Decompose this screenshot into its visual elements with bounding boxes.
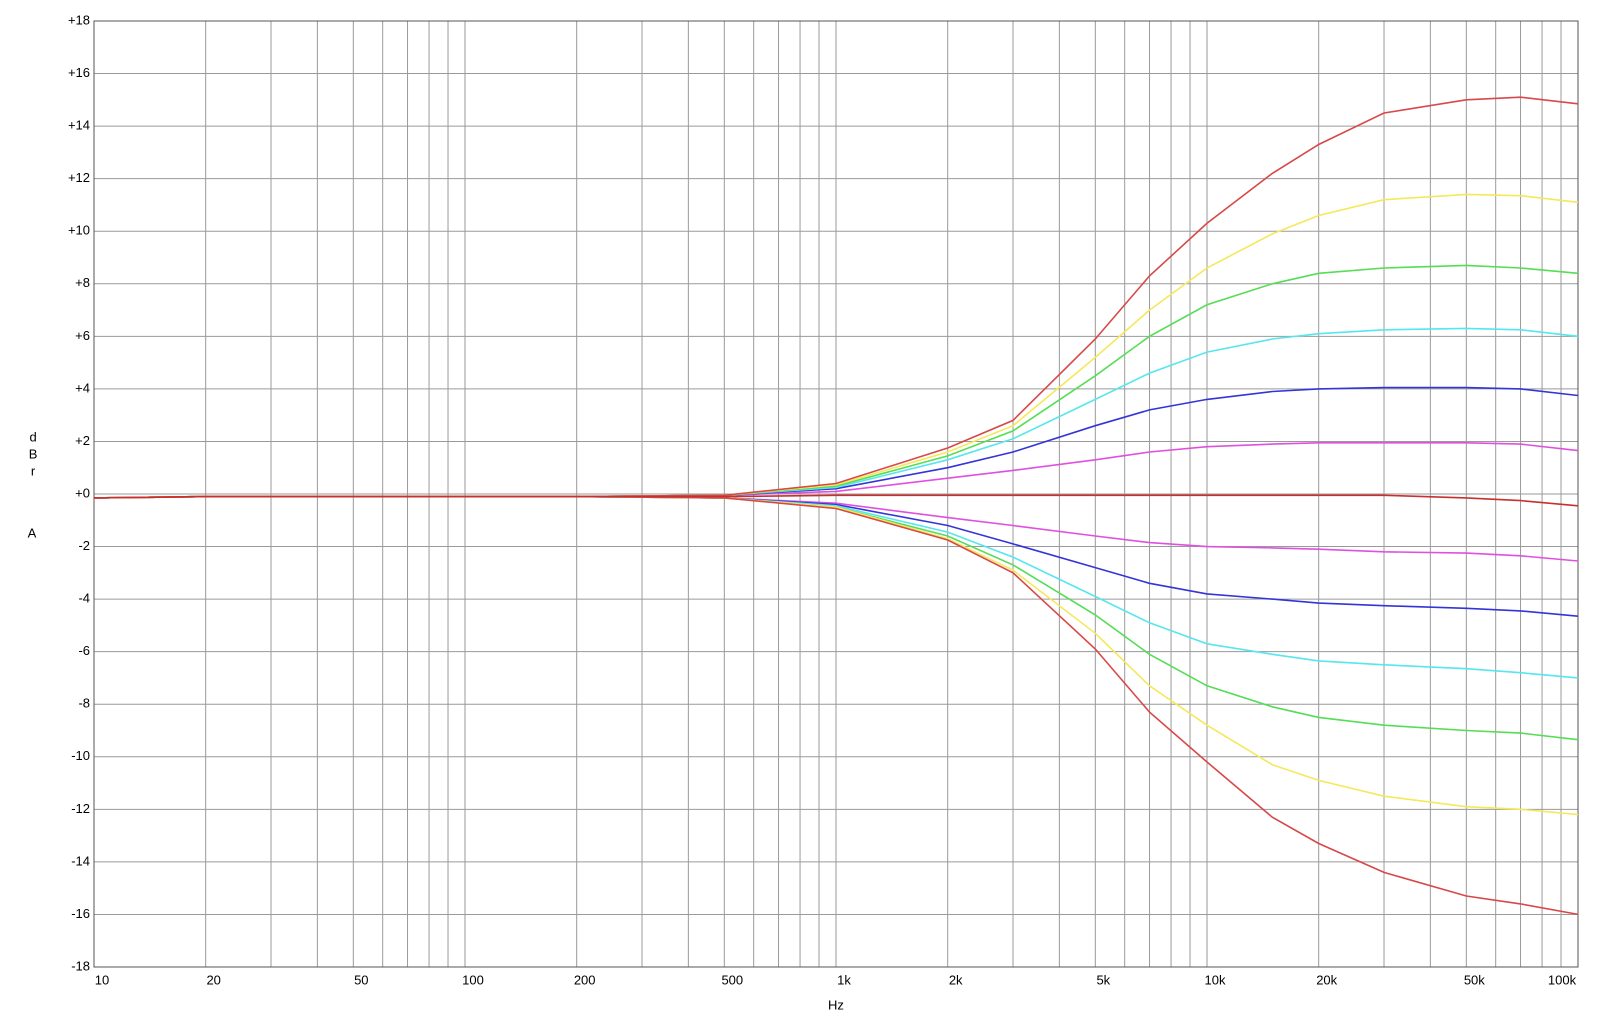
y-tick-label: +0 <box>75 485 90 500</box>
y-axis-unit: A <box>28 525 37 540</box>
y-tick-label: +18 <box>68 12 90 27</box>
x-tick-label: 2k <box>949 972 963 987</box>
y-tick-label: -10 <box>71 748 90 763</box>
x-tick-label: 20 <box>206 972 220 987</box>
y-tick-label: +10 <box>68 223 90 238</box>
y-tick-label: +16 <box>68 65 90 80</box>
y-tick-label: +2 <box>75 433 90 448</box>
x-tick-label: 20k <box>1316 972 1337 987</box>
y-tick-label: +6 <box>75 328 90 343</box>
y-tick-label: -12 <box>71 801 90 816</box>
plot-frame <box>93 20 1579 968</box>
x-tick-label: 5k <box>1096 972 1110 987</box>
y-tick-label: -4 <box>78 591 90 606</box>
y-tick-label: -18 <box>71 958 90 973</box>
x-tick-label: 10k <box>1205 972 1226 987</box>
x-tick-label: 200 <box>574 972 596 987</box>
y-tick-label: +8 <box>75 275 90 290</box>
y-tick-label: +4 <box>75 380 90 395</box>
x-tick-label: 500 <box>721 972 743 987</box>
x-tick-label: 100 <box>462 972 484 987</box>
y-tick-label: -16 <box>71 906 90 921</box>
x-tick-label: 50 <box>354 972 368 987</box>
x-tick-label: 10 <box>95 972 109 987</box>
y-axis-label: dBr <box>26 430 41 481</box>
frequency-response-curve <box>93 494 1579 507</box>
x-axis-label: Hz <box>828 997 844 1012</box>
y-tick-label: -14 <box>71 853 90 868</box>
y-tick-label: +12 <box>68 170 90 185</box>
y-tick-label: +14 <box>68 118 90 133</box>
x-tick-label: 1k <box>837 972 851 987</box>
x-tick-label: 100k <box>1548 972 1577 987</box>
y-tick-label: -2 <box>78 538 90 553</box>
x-tick-label: 50k <box>1464 972 1485 987</box>
y-tick-label: -6 <box>78 643 90 658</box>
y-tick-label: -8 <box>78 696 90 711</box>
